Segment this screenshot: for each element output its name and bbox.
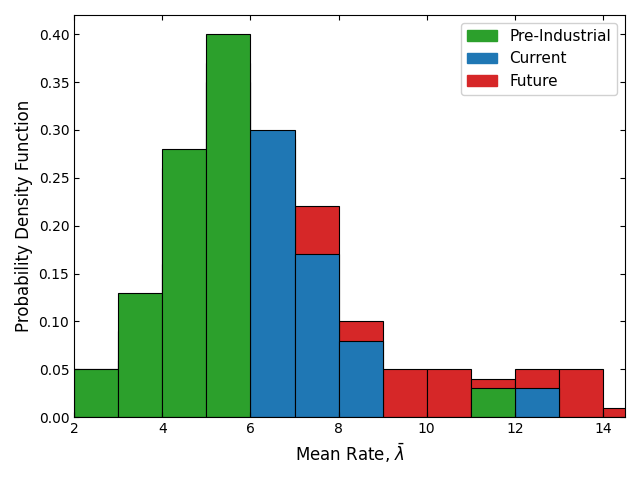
Bar bbox=[163, 168, 206, 417]
Y-axis label: Probability Density Function: Probability Density Function bbox=[15, 100, 33, 332]
Bar bbox=[74, 379, 118, 417]
Bar bbox=[294, 254, 339, 417]
Bar bbox=[118, 360, 163, 417]
Bar bbox=[339, 322, 383, 417]
Bar bbox=[163, 149, 206, 417]
Legend: Pre-Industrial, Current, Future: Pre-Industrial, Current, Future bbox=[461, 23, 618, 95]
Bar bbox=[471, 388, 515, 417]
X-axis label: Mean Rate, $\bar{\lambda}$: Mean Rate, $\bar{\lambda}$ bbox=[294, 442, 404, 465]
Bar bbox=[206, 34, 250, 417]
Bar bbox=[118, 293, 163, 417]
Bar bbox=[206, 63, 250, 417]
Bar bbox=[74, 369, 118, 417]
Bar bbox=[250, 130, 294, 417]
Bar bbox=[294, 206, 339, 417]
Bar bbox=[74, 369, 118, 417]
Bar bbox=[515, 388, 559, 417]
Bar bbox=[250, 140, 294, 417]
Bar bbox=[339, 340, 383, 417]
Bar bbox=[559, 369, 603, 417]
Bar bbox=[603, 408, 640, 417]
Bar bbox=[471, 379, 515, 417]
Bar bbox=[515, 369, 559, 417]
Bar bbox=[206, 82, 250, 417]
Bar bbox=[118, 331, 163, 417]
Bar bbox=[427, 369, 471, 417]
Bar bbox=[163, 264, 206, 417]
Bar bbox=[383, 369, 427, 417]
